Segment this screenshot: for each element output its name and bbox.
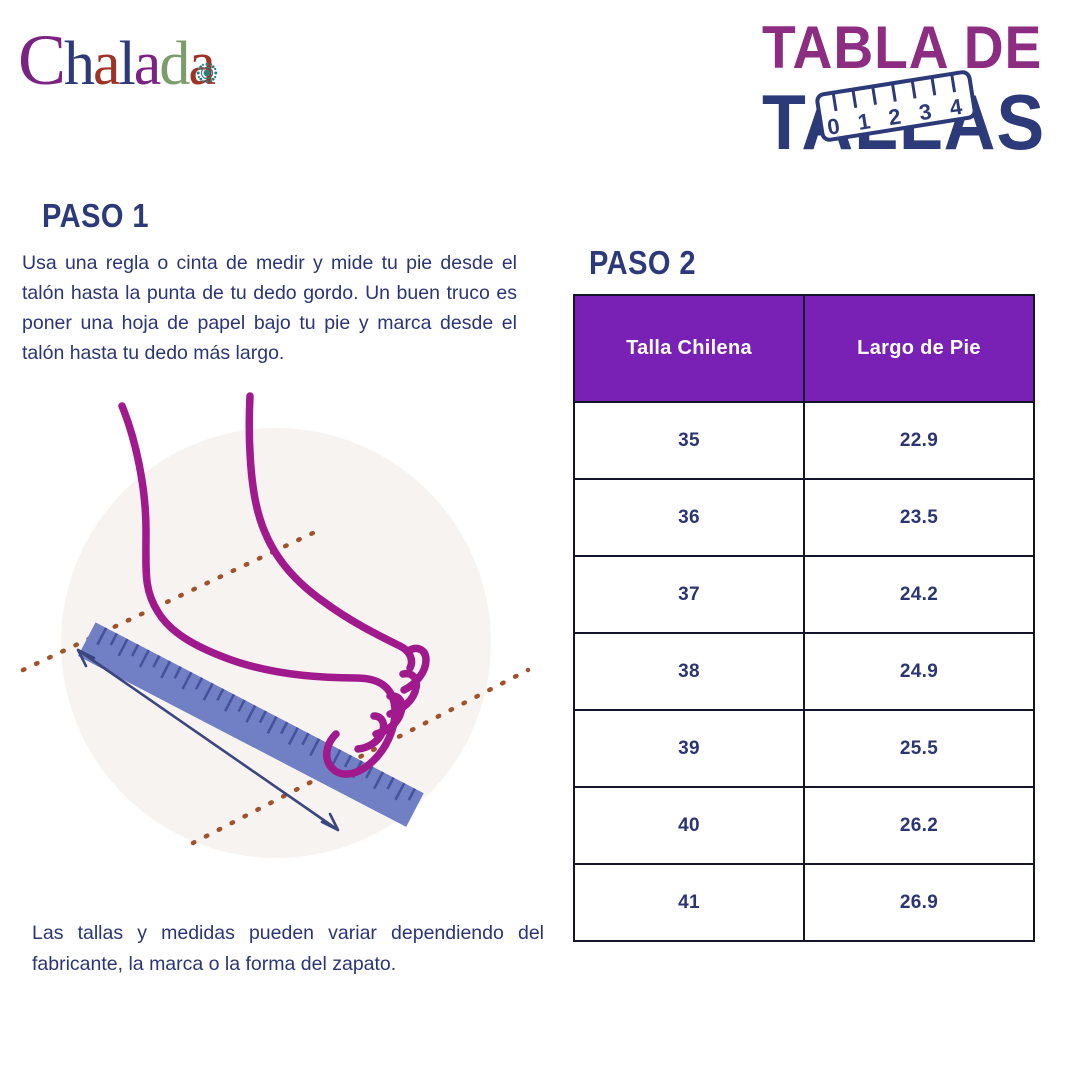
- brand-logo: Chalada: [18, 24, 288, 98]
- foot-measurement-illustration: [20, 392, 531, 858]
- table-row: 35 22.9: [573, 401, 1035, 480]
- svg-text:3: 3: [917, 99, 933, 126]
- paso-1-heading: PASO 1: [42, 197, 150, 234]
- toe-guide-dotted-line: [190, 667, 531, 846]
- cell-talla: 35: [573, 401, 805, 480]
- paso-2-heading: PASO 2: [589, 244, 697, 281]
- logo-letter-h: h: [64, 30, 95, 98]
- size-chart-table: Talla Chilena Largo de Pie 35 22.9 36 23…: [573, 294, 1035, 942]
- cell-largo: 22.9: [803, 401, 1035, 480]
- foot-outline: [118, 392, 430, 778]
- logo-letter-a-2: a: [133, 30, 161, 98]
- table-row: 38 24.9: [573, 632, 1035, 711]
- cell-largo: 26.9: [803, 863, 1035, 942]
- table-row: 36 23.5: [573, 478, 1035, 557]
- cell-talla: 39: [573, 709, 805, 788]
- cell-largo: 26.2: [803, 786, 1035, 865]
- cell-talla: 36: [573, 478, 805, 557]
- svg-text:0: 0: [825, 113, 841, 140]
- header-title-line-1: TABLA DE: [762, 14, 1043, 81]
- logo-letter-a-1: a: [93, 30, 120, 98]
- table-row: 37 24.2: [573, 555, 1035, 634]
- cell-talla: 40: [573, 786, 805, 865]
- heel-guide-dotted-line: [20, 530, 316, 673]
- cell-largo: 23.5: [803, 478, 1035, 557]
- table-row: 41 26.9: [573, 863, 1035, 942]
- column-header-talla-chilena: Talla Chilena: [573, 294, 805, 403]
- cell-talla: 37: [573, 555, 805, 634]
- cell-talla: 41: [573, 863, 805, 942]
- paso-1-body-text: Usa una regla o cinta de medir y mide tu…: [22, 252, 517, 364]
- brand-logo-text: Chalada: [18, 24, 288, 100]
- footer-disclaimer-note: Las tallas y medidas pueden variar depen…: [32, 922, 544, 975]
- ruler-icon: 0 1 2 3 4: [815, 70, 977, 142]
- svg-text:1: 1: [856, 108, 872, 135]
- svg-text:4: 4: [948, 94, 965, 121]
- cell-largo: 24.2: [803, 555, 1035, 634]
- cell-largo: 25.5: [803, 709, 1035, 788]
- logo-letter-l: l: [118, 30, 136, 98]
- mandala-flower-icon: [196, 62, 218, 84]
- logo-letter-d: d: [159, 30, 190, 98]
- svg-text:2: 2: [887, 104, 903, 131]
- cell-talla: 38: [573, 632, 805, 711]
- cell-largo: 24.9: [803, 632, 1035, 711]
- measurement-arrow: [76, 648, 340, 832]
- table-header-row: Talla Chilena Largo de Pie: [573, 294, 1035, 403]
- table-row: 40 26.2: [573, 786, 1035, 865]
- header-title-block: TABLA DE TALLAS 0 1 2 3 4: [738, 14, 1044, 188]
- column-header-largo-de-pie: Largo de Pie: [803, 294, 1035, 403]
- table-row: 39 25.5: [573, 709, 1035, 788]
- logo-letter-c: C: [18, 20, 66, 100]
